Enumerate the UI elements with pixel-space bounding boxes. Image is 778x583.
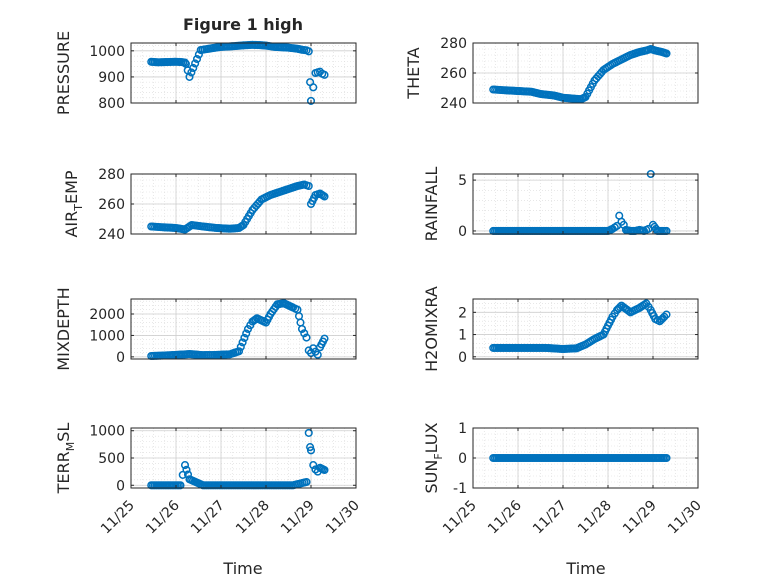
data-point [304,181,313,191]
x-tick-label: 11/30 [665,498,705,538]
figure-title: Figure 1 high [183,15,303,34]
data-point [306,443,315,452]
sample-point [242,329,251,338]
y-tick-label: 2 [458,305,467,321]
y-tick-label: 5 [458,173,467,189]
sample-point [240,333,249,342]
sample-point [236,342,245,351]
y-tick-label: 2000 [89,307,125,323]
x-tick-label: 11/25 [440,498,480,538]
x-tick-label: 11/28 [575,498,615,538]
y-tick-label: 1000 [89,328,125,344]
y-axis-label: MIXDEPTH [54,287,73,370]
data-point [306,96,316,105]
data-point [234,347,244,356]
x-tick-label: 11/29 [620,498,660,538]
y-tick-label: 260 [440,66,467,82]
data-point [304,428,313,437]
y-tick-label: -1 [453,481,467,497]
data-point [309,461,318,470]
data-point [662,49,671,58]
subplot-air-temp: 240 260 280 AIRTEMP [62,167,357,243]
data-point [662,310,671,319]
x-axis-label-left: Time [222,559,262,578]
y-tick-label: 0 [458,224,467,240]
sample-point [615,303,625,312]
subplot-mixdepth: 0 1000 2000 MIXDEPTH [54,287,357,371]
data-point [320,70,329,79]
data-point [297,324,307,334]
data-point [320,465,329,475]
y-tick-label: 0 [116,478,125,494]
data-point [302,477,311,487]
y-tick-label: 1 [458,421,467,437]
y-axis-label: H2OMIXRA [422,286,441,372]
sample-point [192,54,202,64]
y-tick-label: 280 [98,167,125,183]
data-point [320,334,329,343]
subplot-pressure: 800 900 1000 PRESSURE [54,31,357,115]
x-tick-label: 11/26 [143,497,183,537]
y-tick-label: 1 [458,328,467,344]
sample-point [191,59,200,68]
data-point [180,461,190,470]
x-tick-label: 11/28 [233,498,273,538]
y-tick-label: 280 [440,36,467,52]
subplot-h2omixra: 0 1 2 H2OMIXRA [422,286,699,372]
data-point [185,72,194,81]
x-tick-label: 11/29 [278,498,318,538]
y-tick-label: 0 [116,350,125,366]
y-tick-label: 800 [98,96,125,112]
y-tick-label: 240 [98,227,125,243]
x-axis-label-right: Time [565,559,605,578]
y-tick-label: 1000 [89,424,125,440]
y-tick-label: 500 [98,451,125,467]
x-tick-label: 11/25 [98,498,138,538]
data-point [313,350,322,359]
subplot-sun-flux: -1 0 1 SUNFLUX 11/25 11/26 11/27 11/28 11/29 11/3… [422,421,705,537]
y-tick-label: 0 [458,350,467,366]
data-point [662,453,671,463]
x-tick-label: 11/30 [323,498,363,538]
axes-box [472,173,699,235]
data-point [660,312,669,321]
y-axis-label: THETA [404,47,423,99]
data-point [302,333,311,342]
x-tick-label: 11/27 [188,498,228,538]
sample-point [182,465,191,474]
y-tick-label: 900 [98,70,125,86]
sample-point [300,329,309,338]
y-axis-label: RAINFALL [422,167,441,242]
data-point [306,446,316,455]
subplot-terr-msl: 0 500 1000 TERRMSL 11/25 11/26 11/27 11/28 11/29… [54,423,363,538]
x-tick-label: 11/26 [485,497,525,537]
y-tick-label: 240 [440,96,467,112]
sample-point [624,306,633,316]
sample-point [189,63,198,73]
y-axis-label: AIRTEMP [62,170,85,237]
axes-box [130,298,357,360]
data-point [176,481,185,490]
y-tick-label: 1000 [89,44,125,60]
sample-point [187,68,196,77]
y-tick-label: 260 [98,197,125,213]
data-point [320,192,329,201]
x-tick-label: 11/27 [530,498,570,538]
y-axis-label: TERRMSL [54,423,77,495]
y-tick-label: 0 [458,451,467,467]
data-point [178,470,187,479]
data-point [304,47,313,56]
subplot-rainfall: 0 5 RAINFALL [422,167,699,242]
y-axis-label: PRESSURE [54,31,73,115]
subplot-theta: 240 260 280 THETA [404,36,699,112]
axes-box [472,298,699,360]
sample-point [238,338,247,347]
axes-box [130,42,357,104]
data-point [309,83,318,92]
y-axis-label: SUNFLUX [422,422,445,493]
